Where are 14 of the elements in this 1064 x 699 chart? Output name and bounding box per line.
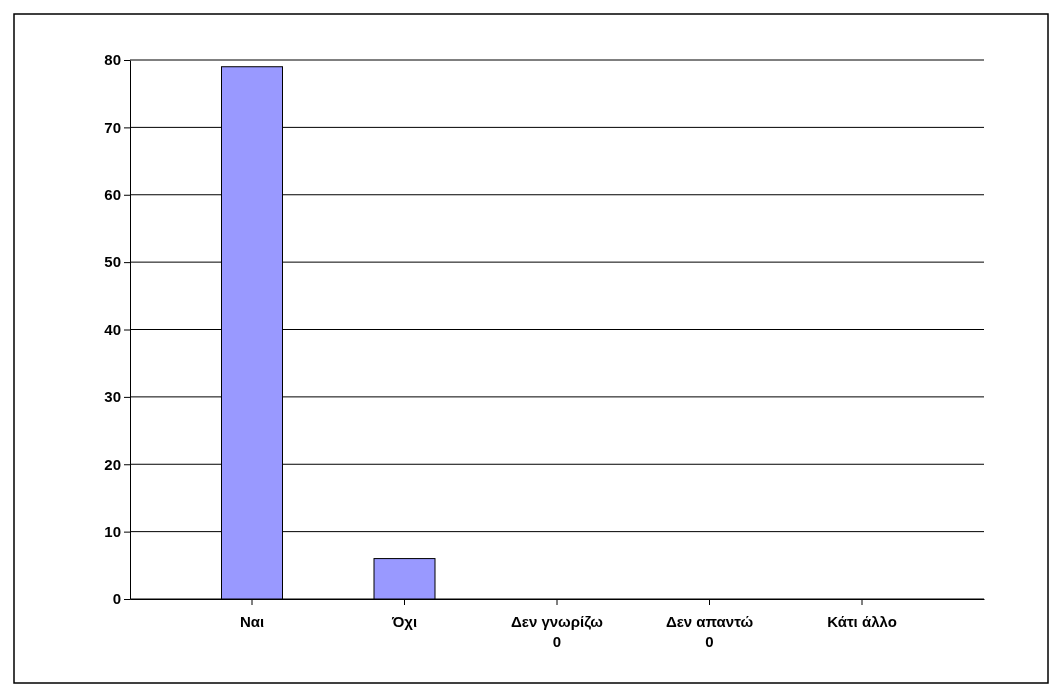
y-tick-label: 10 (104, 522, 121, 540)
y-tick-label: 80 (104, 51, 121, 69)
y-tick-label: 20 (104, 455, 121, 473)
y-tick-label: 40 (104, 320, 121, 338)
y-tick-label: 0 (112, 590, 121, 608)
x-tick-label: Όχι (390, 613, 418, 630)
x-tick-label: Ναι (239, 613, 265, 630)
x-tick-label: Δεν απαντώ 0 (665, 613, 754, 650)
y-tick-label: 30 (104, 388, 121, 406)
y-tick-label: 50 (104, 253, 121, 271)
y-tick-label: 60 (104, 186, 121, 204)
x-tick-label: Κάτι άλλο (827, 613, 897, 630)
x-tick-label: Δεν γνωρίζω 0 (511, 613, 604, 650)
y-tick-label: 70 (104, 118, 121, 136)
